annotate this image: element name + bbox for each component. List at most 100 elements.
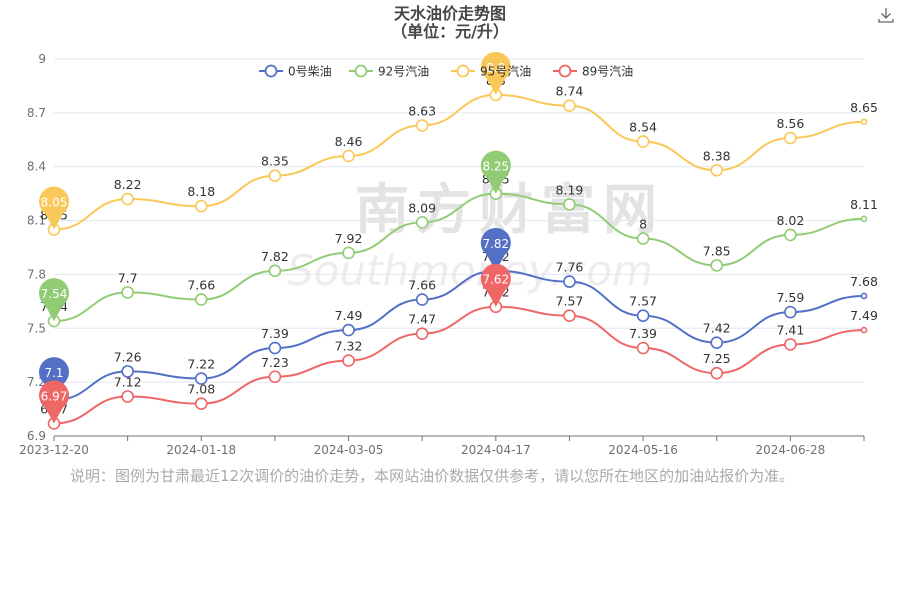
- data-label: 7.12: [114, 375, 142, 390]
- data-point: [563, 309, 576, 323]
- data-point: [636, 232, 650, 245]
- data-label: 7.39: [629, 326, 657, 341]
- legend[interactable]: 0号柴油 92号汽油 95号汽油 89号汽油: [259, 64, 633, 79]
- data-label: 8.54: [629, 120, 657, 135]
- data-label: 7.7: [118, 270, 138, 285]
- data-point: [342, 149, 355, 163]
- pin-max-marker: [480, 227, 511, 271]
- data-point: [636, 135, 650, 148]
- data-point: [563, 198, 576, 211]
- data-label: 7.59: [776, 290, 804, 305]
- data-label: 7.49: [850, 308, 878, 323]
- data-point: [194, 372, 208, 385]
- legend-label: 0号柴油: [288, 65, 332, 79]
- chart-note: 说明：图例为甘肃最近12次调价的油价走势，本网站油价数据仅供参考，请以您所在地区…: [70, 467, 795, 485]
- data-point: [268, 264, 282, 278]
- series-lines: [47, 88, 868, 430]
- chart-subtitle: （单位：元/升）: [391, 22, 509, 41]
- pin-max-label: 8.8: [486, 61, 505, 75]
- y-tick-label: 9: [38, 52, 46, 66]
- y-tick-label: 6.9: [27, 429, 46, 443]
- pin-max-label: 7.62: [482, 273, 509, 287]
- data-label: 7.26: [114, 349, 142, 364]
- data-label: 7.23: [261, 355, 289, 370]
- data-point: [415, 119, 429, 132]
- data-point: [121, 192, 134, 206]
- y-tick-label: 8.7: [27, 106, 46, 120]
- legend-item[interactable]: 89号汽油: [553, 64, 633, 79]
- data-point: [268, 169, 282, 182]
- data-label: 7.66: [408, 278, 436, 293]
- x-tick-label: 2023-12-20: [19, 443, 89, 457]
- legend-label: 89号汽油: [582, 64, 633, 79]
- data-point: [194, 293, 208, 306]
- legend-swatch-marker: [354, 64, 368, 78]
- data-label: 8: [639, 217, 647, 232]
- data-point: [342, 323, 355, 337]
- watermark-cn: 南方财富网: [355, 178, 665, 241]
- data-point: [194, 397, 208, 410]
- data-label: 8.19: [556, 182, 584, 197]
- data-point: [784, 131, 797, 145]
- pin-min-marker: [39, 380, 70, 424]
- data-label: 7.22: [187, 357, 215, 372]
- chart-title: 天水油价走势图: [394, 4, 506, 23]
- data-label: 7.47: [408, 312, 436, 327]
- data-point: [710, 366, 724, 380]
- data-label: 7.25: [703, 351, 731, 366]
- y-tick-label: 7.8: [27, 267, 46, 281]
- data-point: [860, 326, 868, 334]
- data-label: 8.56: [776, 116, 804, 131]
- data-point: [636, 309, 650, 323]
- data-labels: 7.1 7.26 7.22 7.39 7.49 7.66 7.82 7.76 7.57 7.42 7…: [40, 73, 878, 417]
- x-tick-label: 2024-06-28: [755, 443, 825, 457]
- pin-min-label: 8.05: [41, 196, 68, 210]
- data-point: [415, 327, 429, 340]
- pin-max-marker: [480, 51, 511, 95]
- legend-label: 95号汽油: [480, 64, 531, 79]
- data-point: [121, 286, 134, 299]
- legend-item[interactable]: 0号柴油: [259, 65, 332, 79]
- pin-max-marker: [480, 263, 511, 307]
- data-point: [415, 216, 429, 229]
- data-point: [860, 118, 868, 126]
- data-label: 7.32: [335, 339, 363, 354]
- data-label: 8.22: [114, 177, 142, 192]
- data-label: 8.63: [408, 103, 436, 118]
- data-point: [860, 292, 868, 300]
- x-tick-label: 2024-05-16: [608, 443, 678, 457]
- y-tick-label: 7.5: [27, 321, 46, 335]
- legend-item[interactable]: 92号汽油: [349, 64, 429, 79]
- data-point: [784, 228, 797, 242]
- data-point: [342, 354, 355, 367]
- pin-min-marker: [39, 357, 70, 401]
- data-point: [563, 275, 576, 288]
- data-label: 7.49: [335, 308, 363, 323]
- data-label: 8.11: [850, 197, 878, 212]
- pin-max-label: 7.82: [482, 237, 509, 251]
- data-point: [121, 390, 134, 403]
- data-point: [860, 215, 868, 223]
- data-label: 7.76: [556, 260, 584, 275]
- data-point: [268, 341, 282, 355]
- pin-min-label: 6.97: [41, 389, 68, 403]
- data-point: [710, 336, 724, 349]
- data-point: [563, 99, 576, 112]
- pin-min-marker: [39, 186, 70, 230]
- data-label: 7.82: [261, 249, 289, 264]
- series-line: [53, 305, 865, 425]
- data-label: 8.09: [408, 200, 436, 215]
- data-label: 7.57: [556, 294, 584, 309]
- data-label: 8.38: [703, 148, 731, 163]
- legend-item[interactable]: 95号汽油: [451, 64, 531, 79]
- data-point: [710, 164, 724, 177]
- download-icon[interactable]: [877, 6, 895, 24]
- legend-swatch-marker: [558, 64, 572, 78]
- data-point: [268, 370, 282, 384]
- pin-max-label: 8.25: [482, 160, 509, 174]
- data-label: 7.66: [187, 278, 215, 293]
- grid-lines: [54, 58, 864, 437]
- data-point: [784, 338, 797, 351]
- pin-min-label: 7.1: [44, 366, 63, 380]
